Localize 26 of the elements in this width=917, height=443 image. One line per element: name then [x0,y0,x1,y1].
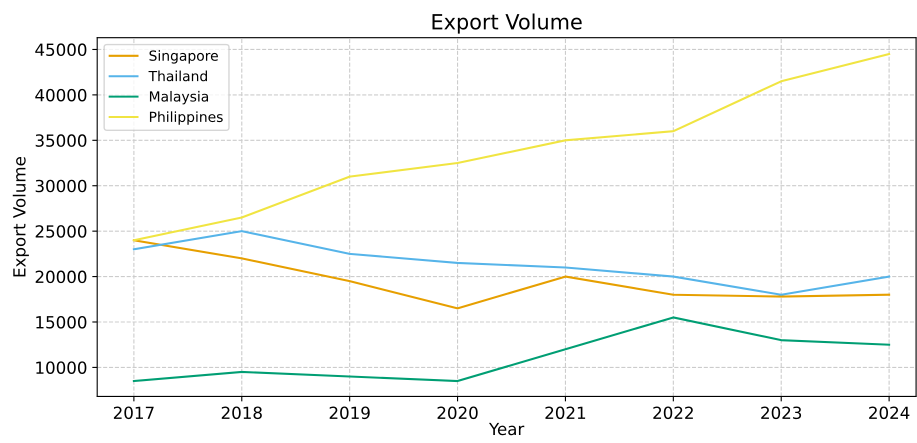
x-tick-label: 2023 [761,406,802,420]
x-tick-label: 2018 [222,406,262,420]
x-axis-title: Year [488,422,524,436]
y-tick-label: 10000 [36,361,86,374]
chart-title: Export Volume [432,13,582,34]
legend-label: Philippines [150,111,223,125]
x-tick-label: 2021 [545,406,586,420]
x-tick-label: 2024 [869,406,910,420]
x-tick-label: 2019 [330,406,370,420]
y-tick-label: 30000 [36,180,86,192]
x-tick-label: 2022 [653,406,693,420]
line-series [132,230,890,296]
y-tick-label: 40000 [35,88,86,102]
line-series [132,239,890,310]
x-tick-label: 2020 [438,406,478,420]
legend-label: Malaysia [150,90,208,104]
y-tick-label: 20000 [36,270,86,284]
y-tick-label: 35000 [36,134,86,147]
y-tick-label: 45000 [35,43,86,56]
y-axis-title: Export Volume [12,157,29,276]
legend-label: Singapore [150,50,218,64]
y-tick-label: 25000 [36,225,86,238]
legend-label: Thailand [148,70,207,82]
line-series [132,316,890,382]
y-tick-label: 15000 [36,316,86,329]
x-tick-label: 2017 [114,406,154,420]
